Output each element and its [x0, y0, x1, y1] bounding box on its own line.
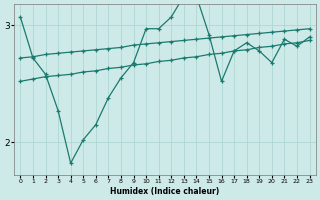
X-axis label: Humidex (Indice chaleur): Humidex (Indice chaleur) [110, 187, 220, 196]
